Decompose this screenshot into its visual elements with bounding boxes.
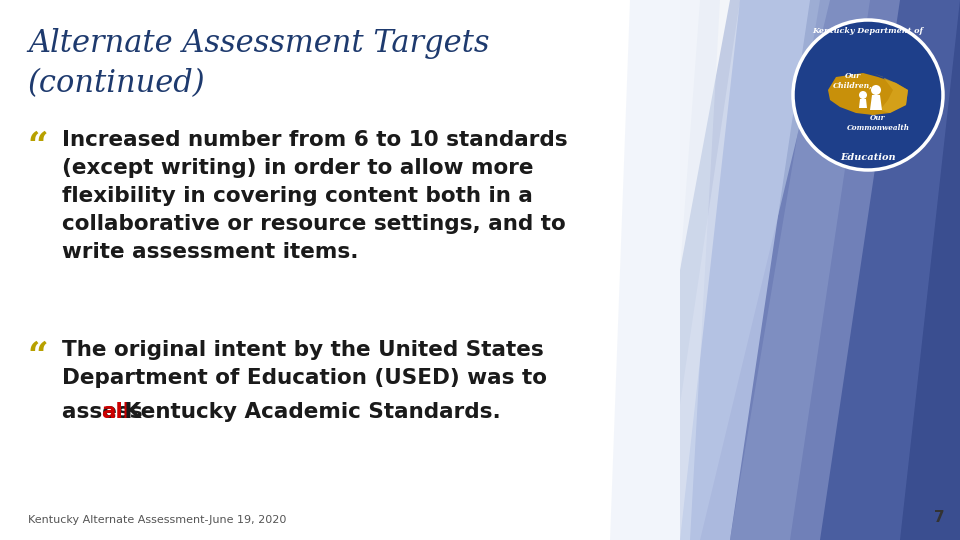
- Polygon shape: [870, 95, 882, 110]
- Circle shape: [803, 30, 933, 160]
- Polygon shape: [900, 0, 960, 540]
- Text: “: “: [28, 340, 49, 374]
- Circle shape: [859, 91, 867, 99]
- Text: assess: assess: [62, 402, 150, 422]
- Text: Alternate Assessment Targets: Alternate Assessment Targets: [28, 28, 490, 59]
- Text: Increased number from 6 to 10 standards
(except writing) in order to allow more
: Increased number from 6 to 10 standards …: [62, 130, 567, 262]
- Polygon shape: [580, 0, 700, 540]
- Text: Kentucky Academic Standards.: Kentucky Academic Standards.: [117, 402, 501, 422]
- Text: “: “: [28, 130, 49, 164]
- Polygon shape: [0, 0, 680, 540]
- Polygon shape: [828, 73, 908, 115]
- Circle shape: [793, 20, 943, 170]
- Circle shape: [871, 85, 881, 95]
- Text: Our
Commonwealth: Our Commonwealth: [847, 114, 909, 132]
- Text: Our
Children,: Our Children,: [833, 72, 873, 90]
- Polygon shape: [730, 0, 870, 540]
- Text: 7: 7: [934, 510, 945, 525]
- Polygon shape: [700, 0, 960, 540]
- Polygon shape: [630, 0, 960, 540]
- Polygon shape: [873, 73, 908, 113]
- Polygon shape: [610, 0, 720, 540]
- Polygon shape: [660, 0, 810, 540]
- Text: Kentucky Department of: Kentucky Department of: [812, 27, 924, 35]
- Polygon shape: [859, 99, 867, 108]
- Polygon shape: [820, 0, 960, 540]
- Text: Education: Education: [840, 153, 896, 163]
- Text: Kentucky Alternate Assessment-June 19, 2020: Kentucky Alternate Assessment-June 19, 2…: [28, 515, 286, 525]
- Polygon shape: [580, 0, 740, 540]
- Text: The original intent by the United States
Department of Education (USED) was to: The original intent by the United States…: [62, 340, 547, 388]
- Text: all: all: [101, 402, 130, 422]
- Text: (continued): (continued): [28, 68, 205, 99]
